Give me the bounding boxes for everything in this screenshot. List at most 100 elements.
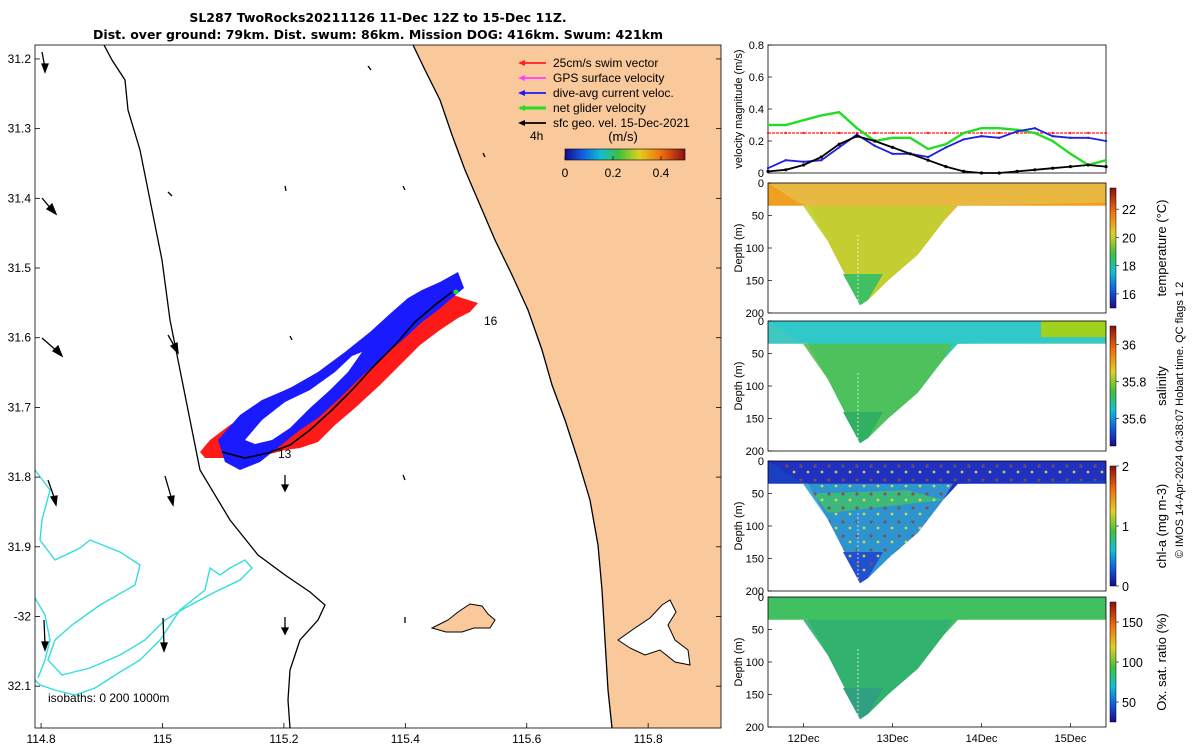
section-colorbar-tick-label: 1 (1122, 520, 1129, 534)
glider-track: 16 13 (200, 272, 498, 470)
velocity-colorbar (564, 148, 686, 161)
map-xtick-label: 114.8 (27, 732, 56, 746)
colorbar-tick-label: 0.2 (605, 166, 622, 180)
map-xtick-label: 115.6 (512, 732, 541, 746)
velocity-point (1051, 139, 1054, 143)
time-tick-label: 14Dec (966, 733, 998, 745)
velocity-point (944, 146, 948, 149)
legend-entry-label: net glider velocity (553, 101, 646, 115)
map-xtick-label: 115 (153, 732, 172, 746)
velocity-point (1104, 165, 1108, 169)
copyright-note: © IMOS 14-Apr-2024 04:38:07 Hobart time.… (1174, 282, 1186, 559)
river-estuary (617, 599, 691, 666)
velocity-point (784, 123, 787, 127)
section-colorbar-tick-label: 35.6 (1122, 412, 1146, 426)
colorbar-unit-label: (m/s) (608, 129, 638, 144)
legend-arrowhead (518, 105, 525, 111)
velocity-point (926, 158, 930, 162)
velocity-point (802, 131, 805, 135)
section-ytick-label: 0 (758, 316, 764, 328)
section-colorbar-tick-label: 36 (1122, 338, 1136, 352)
velocity-axes (767, 44, 1107, 174)
velocity-point (784, 168, 788, 172)
velocity-point (1051, 135, 1054, 138)
legend-arrowhead (518, 60, 525, 66)
colorbar-tick-label: 0.4 (653, 166, 670, 180)
velocity-point (997, 171, 1001, 175)
velocity-point (909, 131, 912, 135)
velocity-point (820, 131, 823, 135)
velocity-point (819, 155, 823, 159)
velocity-point (998, 136, 1001, 139)
section-colorbar-tick-label: 22 (1122, 203, 1136, 217)
velocity-point (801, 163, 806, 167)
velocity-point (891, 152, 894, 155)
map-ytick-label: 31.4 (8, 191, 32, 205)
velocity-point (766, 123, 770, 127)
velocity-point (766, 131, 770, 135)
velocity-point (820, 159, 823, 162)
map-ytick-label: -32 (14, 609, 32, 623)
velocity-point (998, 131, 1001, 135)
section-ytick-label: 150 (746, 414, 764, 426)
velocity-point (1033, 131, 1037, 135)
velocity-point (837, 111, 841, 114)
velocity-point (1051, 131, 1054, 135)
legend-entry-label: dive-avg current veloc. (553, 86, 674, 100)
section-ytick-label: 150 (746, 554, 764, 566)
velocity-point (926, 131, 930, 135)
velocity-point (908, 152, 912, 156)
section-colorbar-tick-label: 16 (1122, 288, 1136, 302)
velocity-point (784, 131, 787, 135)
section-speckles (768, 461, 1106, 584)
map-geostrophic-arrows (41, 51, 486, 653)
section-deep-field (803, 205, 953, 306)
section-ytick-label: 150 (746, 276, 764, 288)
velocity-point (998, 127, 1001, 130)
velocity-point (1104, 159, 1108, 162)
velocity-point (980, 127, 983, 130)
legend-arrowhead (518, 75, 525, 81)
velocity-point (1015, 169, 1019, 173)
velocity-point (784, 159, 787, 162)
velocity-panel: 0 0.2 0.4 0.6 0.8 velocity magnitude (m/s) (733, 40, 1108, 180)
velocity-point (1069, 152, 1072, 155)
section-ytick-label: 0 (758, 456, 764, 468)
section-ytick-label: 150 (746, 690, 764, 702)
velocity-point (980, 131, 983, 135)
section-ylabel: Depth (m) (733, 362, 745, 411)
map-xtick-label: 115.2 (269, 732, 298, 746)
velocity-point (1086, 163, 1090, 167)
time-tick-label: 13Dec (877, 733, 909, 745)
section-colorbar (1109, 325, 1117, 447)
land-area (413, 45, 721, 728)
map-ytick-label: 31.6 (8, 331, 32, 345)
velocity-point (873, 144, 876, 147)
velocity-point (1087, 136, 1090, 139)
section-colorbar-label: salinity (1154, 366, 1169, 406)
glider-latest-position (453, 289, 459, 295)
velocity-point (926, 155, 930, 159)
figure-title-line1: SL287 TwoRocks20211126 11-Dec 12Z to 15-… (189, 10, 566, 25)
legend-entry-label: 25cm/s swim vector (553, 56, 658, 70)
section-colorbar-label: chl-a (mg m-3) (1154, 484, 1169, 569)
section-ytick-label: 0 (758, 592, 764, 604)
velocity-ytick-label: 0.6 (749, 72, 764, 84)
map-ytick-label: 32.1 (8, 679, 32, 693)
section-colorbar-tick-label: 35.8 (1122, 375, 1146, 389)
velocity-ytick-label: 0.2 (749, 136, 764, 148)
legend-arrowhead (518, 120, 525, 126)
section-colorbar-tick-label: 50 (1122, 696, 1136, 710)
velocity-series-line (767, 127, 1107, 170)
section-ytick-label: 200 (746, 586, 764, 598)
velocity-point (837, 142, 841, 146)
velocity-point (962, 169, 966, 173)
velocity-point (1069, 136, 1072, 139)
section-ytick-label: 50 (752, 489, 764, 501)
section-colorbar-tick-label: 0 (1122, 580, 1129, 594)
section-ytick-label: 0 (758, 178, 764, 190)
velocity-point (1051, 166, 1055, 170)
section-panel: 0 50 100 150 200 Depth (m) 0 1 2 chl-a (mg m-3) (733, 456, 1169, 598)
